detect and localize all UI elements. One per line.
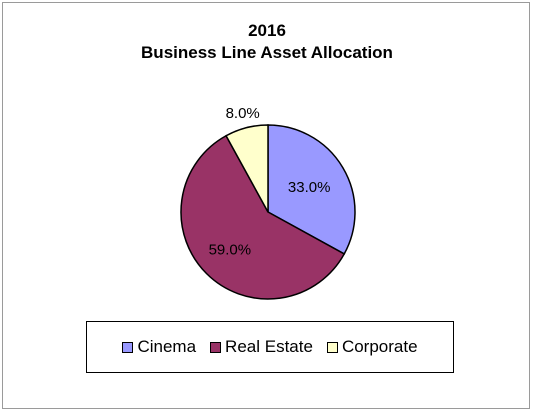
legend-label-real-estate: Real Estate (225, 337, 313, 356)
legend-label-cinema: Cinema (137, 337, 197, 356)
chart-title-line-2: Business Line Asset Allocation (141, 43, 393, 62)
pie-slice-real-estate (180, 134, 346, 300)
legend-item-real-estate: Real Estate (210, 337, 313, 357)
legend-item-cinema: Cinema (122, 337, 196, 357)
pie-slice-corporate (225, 124, 269, 213)
pie-slice-cinema (267, 124, 356, 255)
slice-label-real-estate: 59.0% (209, 242, 252, 259)
legend-label-corporate: Corporate (341, 337, 418, 356)
legend-swatch-real-estate (210, 341, 222, 353)
legend-item-corporate: Corporate (326, 337, 418, 357)
slice-label-corporate: 8.0% (226, 105, 260, 122)
legend-swatch-cinema (122, 341, 134, 353)
legend-swatch-corporate (326, 341, 338, 353)
chart-title-line-1: 2016 (248, 21, 286, 40)
slice-label-cinema: 33.0% (288, 179, 331, 196)
legend: Cinema Real Estate Corporate (86, 321, 454, 373)
chart-title: 2016 Business Line Asset Allocation (0, 20, 534, 64)
